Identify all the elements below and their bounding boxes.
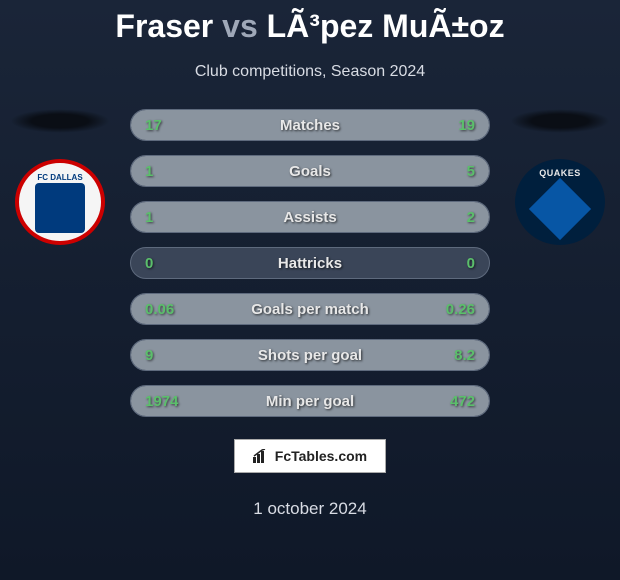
stat-value-right: 2 <box>467 209 475 226</box>
stat-value-right: 19 <box>458 117 475 134</box>
stat-value-right: 8.2 <box>454 347 475 364</box>
club-badge-left <box>15 159 105 245</box>
footer: FcTables.com 1 october 2024 <box>0 439 620 519</box>
brand-badge: FcTables.com <box>234 439 386 473</box>
stat-row: 17Matches19 <box>130 109 490 141</box>
stat-value-right: 472 <box>450 393 475 410</box>
stat-label: Goals <box>131 163 489 180</box>
stat-label: Shots per goal <box>131 347 489 364</box>
stat-row: 1Assists2 <box>130 201 490 233</box>
left-club-column <box>0 109 120 245</box>
stat-label: Goals per match <box>131 301 489 318</box>
stat-label: Matches <box>131 117 489 134</box>
club-badge-right <box>515 159 605 245</box>
comparison-panel: 17Matches19 1Goals5 1Assists2 0Hattricks0 0.… <box>0 109 620 431</box>
brand-text: FcTables.com <box>275 448 367 464</box>
club-badge-right-inner <box>529 178 591 240</box>
chart-icon <box>253 448 273 464</box>
player1-name: Fraser <box>115 8 213 44</box>
stat-label: Min per goal <box>131 393 489 410</box>
club-badge-left-inner <box>35 183 85 233</box>
page-title: Fraser vs LÃ³pez MuÃ±oz <box>0 8 620 45</box>
header: Fraser vs LÃ³pez MuÃ±oz Club competition… <box>0 0 620 81</box>
player-shadow-left <box>10 109 110 133</box>
stat-row: 0.06Goals per match0.26 <box>130 293 490 325</box>
stat-label: Hattricks <box>131 255 489 272</box>
player-shadow-right <box>510 109 610 133</box>
stat-row: 1974Min per goal472 <box>130 385 490 417</box>
right-club-column <box>500 109 620 245</box>
stats-list: 17Matches19 1Goals5 1Assists2 0Hattricks0 0.… <box>130 109 490 431</box>
stat-row: 9Shots per goal8.2 <box>130 339 490 371</box>
stat-row: 1Goals5 <box>130 155 490 187</box>
stat-value-right: 5 <box>467 163 475 180</box>
stat-label: Assists <box>131 209 489 226</box>
vs-text: vs <box>222 8 258 44</box>
stat-row: 0Hattricks0 <box>130 247 490 279</box>
player2-name: LÃ³pez MuÃ±oz <box>267 8 505 44</box>
subtitle: Club competitions, Season 2024 <box>0 63 620 81</box>
stat-value-right: 0.26 <box>446 301 475 318</box>
date-text: 1 october 2024 <box>0 499 620 519</box>
stat-value-right: 0 <box>467 255 475 272</box>
